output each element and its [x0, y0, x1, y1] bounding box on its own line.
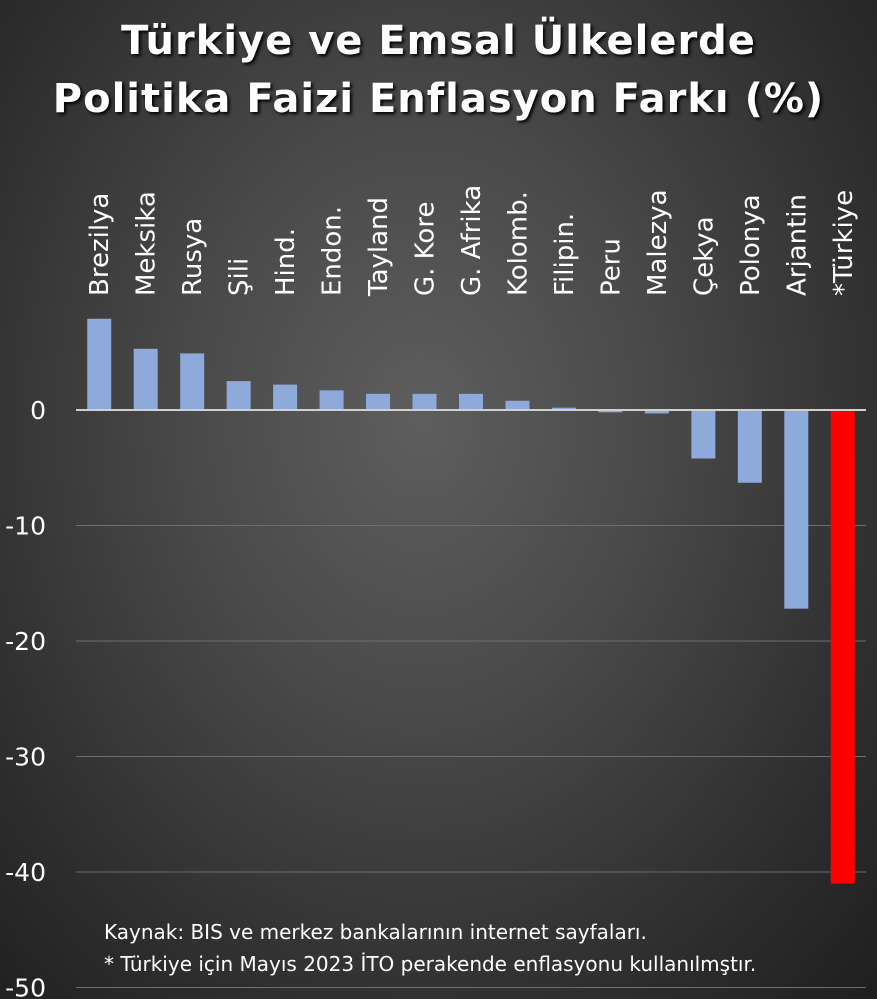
- bar-8: [459, 393, 483, 410]
- category-labels: Brezilya Meksika Rusya Şili Hind. Endon. Tayla…: [85, 185, 859, 297]
- bar-0: [87, 318, 112, 410]
- footnote: * Türkiye için Mayıs 2023 İTO perakende …: [104, 952, 757, 976]
- source-note: Kaynak: BIS ve merkez bankalarının inter…: [104, 920, 647, 944]
- bar-6: [366, 393, 391, 410]
- bar-13: [691, 410, 716, 459]
- category-label-9: Kolomb.: [503, 191, 533, 296]
- chart-title-line-1: Türkiye ve Emsal Ülkelerde: [121, 18, 756, 64]
- bar-12: [644, 410, 669, 414]
- category-label-4: Hind.: [271, 228, 301, 296]
- bar-4: [273, 384, 298, 410]
- category-label-14: Polonya: [736, 194, 766, 296]
- bar-16: [830, 410, 855, 884]
- y-tick-label: 0: [30, 396, 46, 425]
- category-label-3: Şili: [225, 258, 255, 296]
- chart-title-line-2: Politika Faizi Enflasyon Farkı (%): [52, 76, 825, 122]
- y-tick-label: -30: [5, 743, 46, 772]
- bar-1: [133, 348, 158, 410]
- y-tick-label: -50: [5, 974, 46, 999]
- bar-14: [737, 410, 762, 483]
- category-label-5: Endon.: [318, 206, 348, 296]
- bar-5: [319, 390, 344, 410]
- y-axis-ticks: 0 -10 -20 -30 -40 -50: [5, 396, 46, 999]
- category-label-11: Peru: [596, 238, 626, 296]
- bar-3: [226, 381, 251, 410]
- category-label-1: Meksika: [132, 191, 162, 296]
- bar-10: [551, 407, 576, 410]
- category-label-6: Tayland: [364, 197, 394, 297]
- bar-9: [505, 400, 530, 410]
- y-tick-label: -20: [5, 627, 46, 656]
- bars: [87, 318, 855, 884]
- bar-7: [412, 393, 437, 410]
- bar-2: [180, 353, 205, 410]
- category-label-7: G. Kore: [411, 202, 441, 296]
- category-label-10: Filipin.: [550, 213, 580, 296]
- bar-15: [784, 410, 809, 609]
- y-tick-label: -10: [5, 512, 46, 541]
- category-label-16: *Türkiye: [829, 190, 859, 296]
- category-label-8: G. Afrika: [457, 185, 487, 296]
- category-label-2: Rusya: [178, 218, 208, 296]
- y-tick-label: -40: [5, 858, 46, 887]
- category-label-12: Malezya: [643, 189, 673, 296]
- gridlines: [76, 525, 866, 988]
- bar-11: [598, 410, 623, 413]
- category-label-13: Çekya: [689, 216, 719, 296]
- category-label-15: Arjantin: [782, 194, 812, 296]
- category-label-0: Brezilya: [85, 193, 115, 296]
